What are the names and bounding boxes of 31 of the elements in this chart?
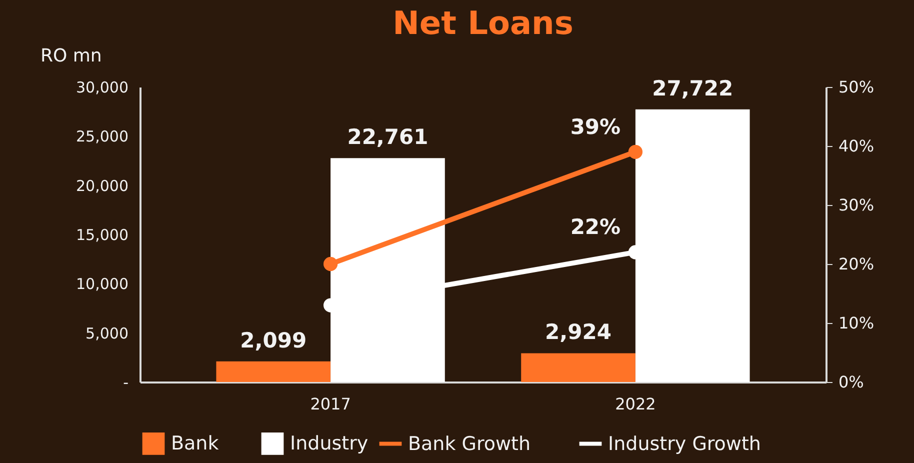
- bar: [216, 361, 331, 382]
- y2-tick-label: 0%: [838, 372, 864, 392]
- legend-label: Bank Growth: [408, 432, 531, 455]
- y-tick-label: 30,000: [76, 78, 128, 96]
- y2-tick-label: 40%: [838, 136, 874, 156]
- y2-tick-label: 10%: [838, 314, 874, 332]
- y-tick-label: 25,000: [76, 128, 128, 146]
- y-tick-label: -: [123, 374, 128, 392]
- legend-label: Bank: [171, 432, 219, 455]
- y-tick-label: 20,000: [76, 176, 128, 195]
- x-tick-label: 2022: [615, 394, 656, 414]
- data-label: 2,099: [240, 328, 307, 352]
- y2-tick-label: 30%: [838, 196, 874, 214]
- bar: [521, 353, 636, 382]
- point: [628, 144, 643, 159]
- y2-tick-label: 20%: [838, 254, 874, 274]
- x-tick-label: 2017: [310, 394, 351, 414]
- y2-tick-label: 50%: [838, 78, 874, 96]
- data-label: 22%: [570, 215, 621, 240]
- chart-title: Net Loans: [392, 4, 574, 42]
- legend-label: Industry: [290, 432, 368, 455]
- y-tick-label: 5,000: [86, 324, 128, 342]
- data-label: 22,761: [347, 125, 428, 150]
- point: [323, 256, 338, 272]
- y-tick-label: 15,000: [76, 226, 128, 244]
- data-label: 27,722: [652, 76, 734, 100]
- legend-label: Industry Growth: [608, 432, 761, 455]
- data-label: 39%: [570, 114, 621, 139]
- y-axis-title: RO mn: [40, 46, 102, 66]
- data-label: 2,924: [545, 320, 612, 344]
- y-tick-label: 10,000: [76, 275, 128, 294]
